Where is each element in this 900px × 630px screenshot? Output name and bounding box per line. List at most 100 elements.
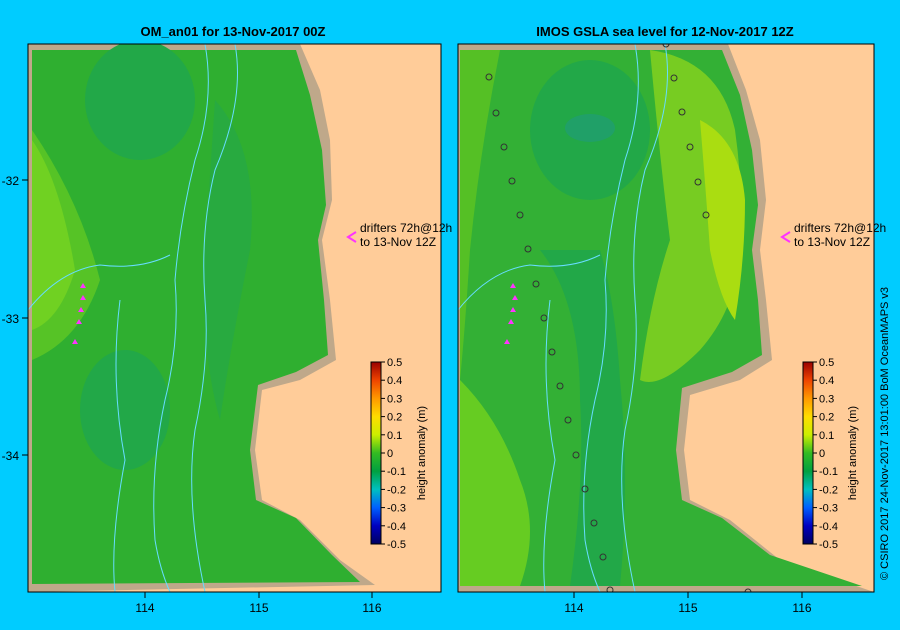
track-marker <box>508 177 516 185</box>
left-colorbar-tick-label: 0.5 <box>387 357 402 369</box>
right-colorbar-tick-label: -0.4 <box>819 521 838 533</box>
left-colorbar-label: height anomaly (m) <box>416 406 428 500</box>
left-xtick-115: 115 <box>249 601 268 615</box>
drifter-marker <box>508 319 514 324</box>
track-marker <box>532 280 540 288</box>
right-frame <box>457 43 875 593</box>
right-isobath-3 <box>458 254 601 311</box>
right-colorbar-tick-label: 0.2 <box>819 412 834 424</box>
left-anomaly-positive <box>32 130 100 360</box>
track-marker <box>702 211 710 219</box>
left-yticks: -32 -33 -34 <box>2 174 28 463</box>
left-colorbar-tick-label: -0.1 <box>387 466 406 478</box>
ytick--34: -34 <box>2 449 20 463</box>
right-xtick-114: 114 <box>564 601 583 615</box>
right-colorbar-label: height anomaly (m) <box>847 406 859 500</box>
right-colorbar-tick-label: 0.3 <box>819 393 834 405</box>
left-colorbar-tick-label: -0.4 <box>387 521 406 533</box>
left-colorbar-tick-label: 0.3 <box>387 393 402 405</box>
right-panel-title: IMOS GSLA sea level for 12-Nov-2017 12Z <box>536 24 794 39</box>
left-annotation-line1: drifters 72h@12h <box>360 221 452 235</box>
left-colorbar-tick-label: 0.4 <box>387 375 402 387</box>
track-marker <box>590 519 598 527</box>
right-colorbar-tick-label: 0 <box>819 448 825 460</box>
right-anomaly-negative-core <box>565 114 615 142</box>
right-isobath-1 <box>583 44 639 592</box>
right-map <box>458 44 874 592</box>
right-isobath-4 <box>543 299 556 592</box>
left-colorbar-tick-label: -0.3 <box>387 503 406 515</box>
left-colorbar-tick-label: 0.2 <box>387 412 402 424</box>
drifter-marker <box>510 283 516 288</box>
right-track-markers <box>485 44 752 592</box>
left-drifter-annotation: drifters 72h@12h to 13-Nov 12Z <box>346 221 452 249</box>
left-xtick-114: 114 <box>135 601 154 615</box>
left-colorbar-tick-label: -0.5 <box>387 539 406 551</box>
right-xtick-116: 116 <box>792 601 811 615</box>
right-colorbar-tick-label: -0.3 <box>819 503 838 515</box>
left-panel-title: OM_an01 for 13-Nov-2017 00Z <box>141 24 326 39</box>
track-marker <box>540 314 548 322</box>
left-colorbar-tick-label: 0 <box>387 448 393 460</box>
left-xtick-116: 116 <box>362 601 381 615</box>
drifter-marker <box>80 295 86 300</box>
track-marker <box>548 348 556 356</box>
drifter-marker <box>504 339 510 344</box>
left-colorbar: 0.5 0.4 0.3 0.2 0.1 0 -0.1 -0.2 -0.3 -0.4 -0.5 hei… <box>370 357 428 551</box>
left-panel: OM_an01 for 13-Nov-2017 00Z <box>2 24 453 615</box>
track-marker <box>744 588 752 592</box>
drifter-marker <box>512 295 518 300</box>
track-marker <box>606 586 614 592</box>
left-anomaly-channel <box>204 100 252 420</box>
right-drifter-annotation: drifters 72h@12h to 13-Nov 12Z <box>780 221 886 249</box>
track-marker <box>572 451 580 459</box>
right-drifter-markers <box>504 283 518 344</box>
right-colorbar: 0.5 0.4 0.3 0.2 0.1 0 -0.1 -0.2 -0.3 -0.4 -0.5 hei… <box>802 357 859 551</box>
right-anomaly-negative-channel <box>540 250 625 586</box>
track-marker <box>686 143 694 151</box>
left-colorbar-tick-label: 0.1 <box>387 430 402 442</box>
left-annotation-line2: to 13-Nov 12Z <box>360 235 436 249</box>
track-marker <box>492 109 500 117</box>
drifter-marker <box>510 307 516 312</box>
track-marker <box>485 73 493 81</box>
drifter-marker <box>76 319 82 324</box>
left-isobath-2 <box>191 44 238 592</box>
left-drifter-markers <box>72 283 86 344</box>
right-colorbar-tick-label: 0.5 <box>819 357 834 369</box>
track-marker <box>524 245 532 253</box>
ytick--33: -33 <box>2 312 20 326</box>
right-anomaly-positive-strong <box>700 120 745 320</box>
left-xticks: 114 115 116 <box>135 592 382 615</box>
drifter-arrow-icon <box>346 231 357 243</box>
drifter-marker <box>72 339 78 344</box>
right-annotation-line2: to 13-Nov 12Z <box>794 235 870 249</box>
track-marker <box>678 108 686 116</box>
track-marker <box>581 485 589 493</box>
right-anomaly-positive-southwest <box>460 380 530 586</box>
right-isobath-2 <box>621 44 668 592</box>
left-colorbar-scale <box>370 361 382 545</box>
track-marker <box>564 416 572 424</box>
right-colorbar-tick-label: 0.1 <box>819 430 834 442</box>
right-xticks: 114 115 116 <box>564 592 812 615</box>
right-panel: IMOS GSLA sea level for 12-Nov-2017 12Z <box>457 24 886 615</box>
track-marker <box>599 553 607 561</box>
left-isobath-3 <box>28 254 171 311</box>
right-colorbar-scale <box>802 361 814 545</box>
right-xtick-115: 115 <box>678 601 697 615</box>
left-colorbar-tick-label: -0.2 <box>387 484 406 496</box>
ytick--32: -32 <box>2 174 20 188</box>
track-marker <box>516 211 524 219</box>
right-colorbar-tick-label: -0.5 <box>819 539 838 551</box>
left-map <box>28 44 441 592</box>
left-anomaly-negative-north <box>85 44 195 160</box>
track-marker <box>500 143 508 151</box>
track-marker <box>670 74 678 82</box>
left-anomaly-negative-south <box>80 350 170 470</box>
drifter-marker <box>80 283 86 288</box>
left-isobath-4 <box>113 299 126 592</box>
right-annotation-line1: drifters 72h@12h <box>794 221 886 235</box>
left-isobath-1 <box>153 44 209 592</box>
